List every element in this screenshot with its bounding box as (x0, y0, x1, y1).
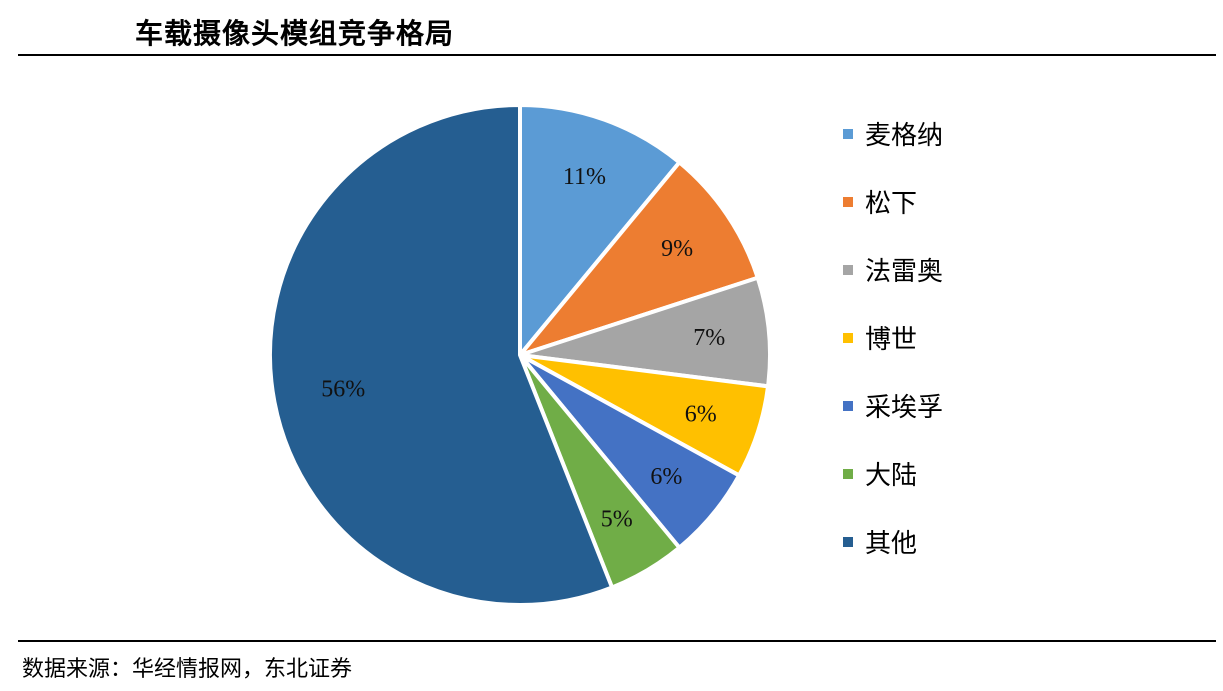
pie-slice (518, 103, 682, 357)
legend-swatch (843, 537, 853, 547)
legend-label: 法雷奥 (865, 257, 943, 287)
legend-swatch (843, 401, 853, 411)
data-labels: 11% 9% 7% 6% 6% 5% 56% (321, 164, 725, 532)
legend-label: 博世 (865, 325, 917, 355)
legend-label: 麦格纳 (865, 121, 943, 151)
legend-swatch (843, 265, 853, 275)
pie-slice (518, 160, 760, 357)
legend-swatch (843, 197, 853, 207)
data-label: 6% (650, 464, 682, 490)
source-divider (18, 640, 1216, 642)
pie-slice (518, 275, 772, 389)
data-label: 5% (601, 507, 633, 533)
legend-label: 松下 (865, 189, 917, 219)
legend-label: 其他 (865, 529, 917, 559)
data-label: 7% (693, 325, 725, 351)
data-label: 56% (321, 377, 365, 403)
source-note: 数据来源：华经情报网，东北证券 (22, 657, 353, 682)
legend-label: 大陆 (865, 461, 917, 491)
data-label: 6% (685, 402, 717, 428)
legend-swatch (843, 333, 853, 343)
legend-swatch (843, 469, 853, 479)
data-label: 11% (563, 164, 606, 190)
legend-swatch (843, 129, 853, 139)
pie-slices (267, 103, 772, 607)
chart-title: 车载摄像头模组竞争格局 (135, 17, 455, 50)
data-label: 9% (661, 236, 693, 262)
title-divider (18, 54, 1216, 56)
pie-slice (267, 103, 615, 607)
legend-label: 采埃孚 (865, 393, 943, 423)
